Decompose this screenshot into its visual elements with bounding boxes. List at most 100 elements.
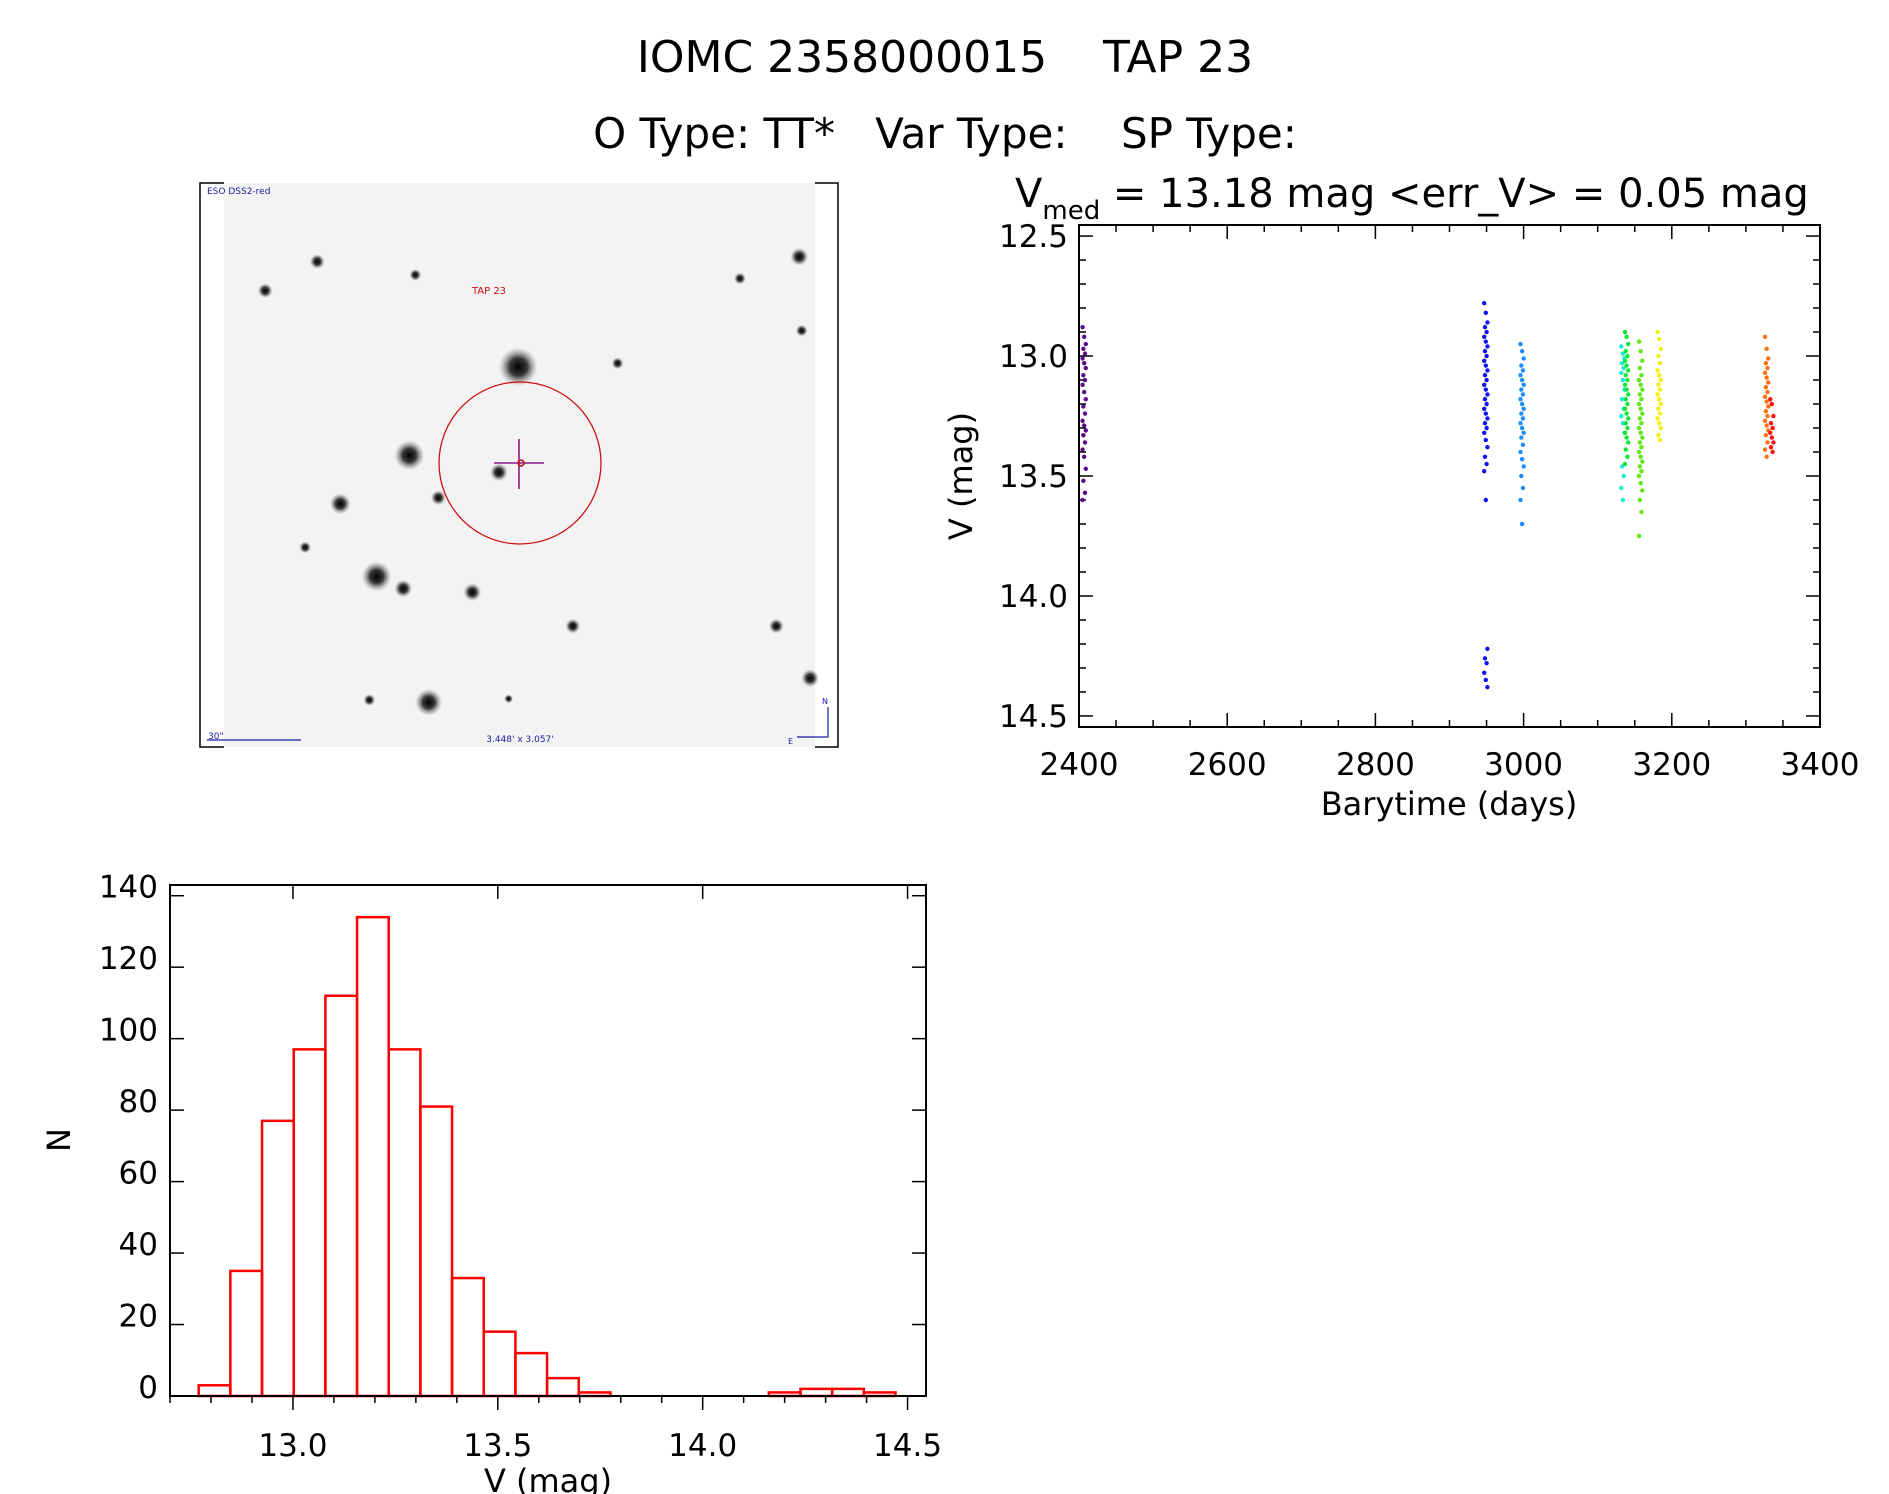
data-point (1639, 373, 1644, 378)
histogram-bar (324, 994, 359, 1398)
data-point (1637, 365, 1643, 371)
figure-subtitle: O Type: TT* Var Type: SP Type: (593, 109, 1297, 158)
data-point (1620, 497, 1626, 503)
data-point (1658, 401, 1664, 407)
y-tick-label: 60 (119, 1156, 158, 1192)
data-point (1623, 349, 1628, 354)
data-point (1482, 373, 1488, 378)
star (790, 247, 809, 266)
data-point (1519, 377, 1525, 383)
compass-icon (797, 707, 829, 738)
y-tick-label: 80 (119, 1084, 158, 1120)
data-point (1083, 466, 1088, 472)
histogram-axes-frame (169, 884, 927, 1397)
data-point (1619, 344, 1624, 349)
data-point (1657, 411, 1663, 416)
y-tick-label: 12.5 (999, 219, 1068, 255)
data-point (1483, 677, 1489, 683)
x-tick-label: 13.5 (463, 1428, 532, 1464)
scale-bar-label: 30" (208, 732, 224, 742)
data-point (1518, 449, 1523, 455)
data-point (1625, 353, 1630, 359)
data-point (1639, 421, 1644, 426)
data-point (1082, 440, 1088, 445)
data-point (1636, 339, 1642, 344)
data-point (1624, 334, 1629, 340)
star (394, 440, 425, 471)
data-point (1482, 430, 1487, 436)
data-point (1622, 430, 1628, 436)
histogram-bar (229, 1269, 264, 1398)
data-point (1485, 344, 1490, 349)
data-point (1638, 382, 1643, 388)
data-point (1485, 320, 1490, 325)
data-point (1483, 437, 1489, 443)
data-point (1765, 413, 1770, 419)
data-point (1619, 361, 1625, 366)
data-point (1762, 334, 1768, 340)
data-point (1640, 459, 1645, 464)
data-point (1639, 469, 1644, 474)
data-point (1484, 377, 1489, 383)
data-point (1519, 521, 1525, 527)
data-point (1625, 440, 1631, 445)
data-point (1657, 421, 1662, 426)
data-point (1657, 387, 1663, 392)
data-point (1765, 365, 1770, 371)
data-point (1519, 457, 1525, 462)
data-point (1484, 329, 1489, 335)
x-tick-label: 13.0 (258, 1428, 327, 1464)
data-point (1518, 373, 1523, 378)
data-point (1482, 358, 1487, 364)
data-point (1080, 418, 1085, 424)
data-point (1483, 310, 1489, 316)
data-point (1655, 329, 1660, 335)
y-tick-label: 13.0 (999, 339, 1068, 375)
x-tick-label: 2600 (1188, 747, 1267, 783)
histogram-bar (830, 1387, 866, 1398)
data-point (1638, 349, 1643, 354)
data-point (1638, 406, 1643, 412)
data-point (1639, 397, 1644, 402)
data-point (1621, 365, 1626, 371)
data-point (1764, 375, 1769, 380)
data-point (1625, 416, 1631, 421)
data-point (1625, 425, 1630, 431)
star (409, 268, 422, 281)
data-point (1658, 377, 1664, 383)
light-curve-title: Vmed = 13.18 mag <err_V> = 0.05 mag (1015, 171, 1809, 226)
data-point (1485, 684, 1490, 690)
data-point (1083, 341, 1088, 347)
data-point (1482, 406, 1487, 412)
data-point (1484, 660, 1489, 666)
y-tick-label: 20 (119, 1299, 158, 1335)
data-point (1624, 387, 1629, 392)
x-tick-label: 3000 (1484, 747, 1563, 783)
data-point (1483, 363, 1489, 368)
y-tick-label: 40 (119, 1227, 158, 1263)
data-point (1763, 385, 1769, 390)
light-curve-xlabel: Barytime (days) (1321, 785, 1578, 823)
data-point (1768, 430, 1773, 436)
data-point (1623, 373, 1628, 378)
data-point (1771, 413, 1776, 419)
data-point (1520, 442, 1526, 448)
data-point (1081, 361, 1087, 366)
data-point (1518, 397, 1523, 402)
star (504, 694, 514, 704)
data-point (1619, 397, 1625, 402)
star (463, 583, 482, 602)
data-point (1624, 411, 1629, 416)
star (801, 669, 820, 688)
y-tick-label: 100 (99, 1013, 158, 1049)
data-point (1625, 341, 1631, 347)
data-point (1636, 533, 1642, 539)
histogram-ticks: 13.0 13.5 14.0 14.5 0 20 40 60 80 100 120 140 (99, 870, 942, 1464)
data-point (1640, 488, 1645, 493)
star (768, 618, 784, 634)
x-tick-label: 2400 (1040, 747, 1119, 783)
data-point (1083, 397, 1088, 402)
data-point (1766, 404, 1771, 409)
data-point (1520, 485, 1526, 491)
data-point (1482, 656, 1488, 661)
